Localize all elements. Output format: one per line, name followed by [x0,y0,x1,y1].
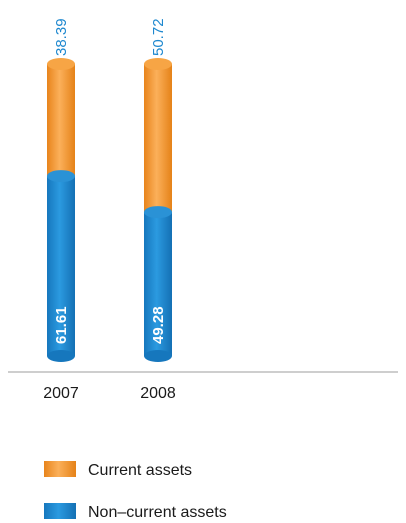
value-label-non-current-assets-2008: 49.28 [150,306,167,344]
value-label-current-assets-2008: 50.72 [150,18,167,56]
legend-item-non-current-assets: Non–current assets [44,503,227,521]
value-label-current-assets-2007: 38.39 [53,18,70,56]
bar-non-current-assets-2007 [47,176,75,356]
bar-cap-non-current-assets-2007 [47,170,75,183]
bar-non-current-assets-2008 [144,212,172,356]
legend-label-current-assets: Current assets [88,462,192,479]
x-tick-label-2007: 2007 [43,385,79,402]
legend-label-non-current-assets: Non–current assets [88,504,227,521]
legend-swatch-current-assets [44,461,76,477]
bar-current-assets-2007 [47,64,75,177]
bar-current-assets-2008 [144,64,172,213]
bar-cap-current-assets-2007 [47,58,75,70]
bar-cap-current-assets-2008 [144,58,172,70]
bars-layer: 38.39 61.61 50.72 49.28 [47,18,172,362]
legend-swatch-non-current-assets [44,503,76,519]
bar-group-2008: 50.72 49.28 [144,18,172,362]
x-tick-label-2008: 2008 [140,385,176,402]
legend-item-current-assets: Current assets [44,461,192,479]
bar-group-2007: 38.39 61.61 [47,18,75,362]
value-label-non-current-assets-2007: 61.61 [53,306,70,344]
bar-cap-non-current-assets-2008 [144,206,172,219]
legend: Current assets Non–current assets [44,461,227,521]
bar-base-2008 [144,350,172,362]
x-tick-labels: 2007 2008 [43,385,176,402]
bar-base-2007 [47,350,75,362]
